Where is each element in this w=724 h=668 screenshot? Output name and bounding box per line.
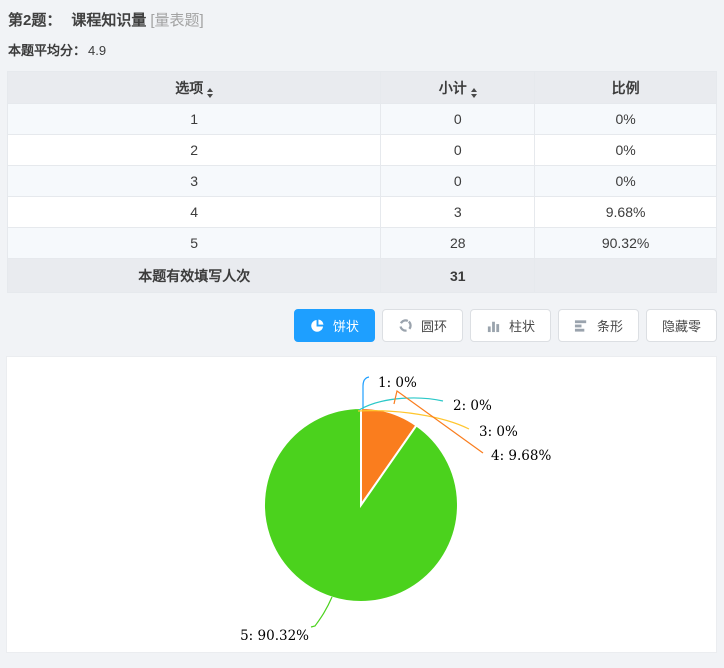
pie-chart: 1: 0% 2: 0% 3: 0% 4: 9.68% 5: 90.32% xyxy=(240,375,551,644)
footer-total: 31 xyxy=(380,258,536,293)
pie-slice-5[interactable] xyxy=(263,406,459,603)
label-line-4 xyxy=(393,389,484,454)
bar-chart-button[interactable]: 条形 xyxy=(557,309,639,342)
cell-count: 0 xyxy=(380,103,536,135)
cell-option: 1 xyxy=(6,103,382,135)
results-table: 选项 小计 比例 1 0 0% 2 0 0% 3 0 0% 4 3 xyxy=(6,71,717,293)
header-option-label: 选项 xyxy=(175,79,204,96)
table-footer-row: 本题有效填写人次 31 xyxy=(6,258,717,293)
cell-count: 3 xyxy=(380,196,536,228)
header-count-label: 小计 xyxy=(438,79,467,96)
hide-zero-button-label: 隐藏零 xyxy=(661,319,701,334)
column-chart-icon xyxy=(486,318,501,333)
chart-type-toolbar: 饼状 圆环 柱状 条形 隐藏零 xyxy=(0,309,724,342)
footer-label: 本题有效填写人次 xyxy=(6,258,382,293)
cell-ratio: 0% xyxy=(534,103,717,135)
sort-icon[interactable] xyxy=(207,87,214,98)
table-row: 1 0 0% xyxy=(6,103,717,135)
table-row: 2 0 0% xyxy=(6,134,717,166)
bar-chart-icon xyxy=(574,318,589,333)
pie-label-3: 3: 0% xyxy=(479,424,518,440)
header-ratio-label: 比例 xyxy=(611,79,640,96)
hide-zero-button[interactable]: 隐藏零 xyxy=(645,309,717,342)
cell-ratio: 9.68% xyxy=(534,196,717,228)
cell-count: 0 xyxy=(380,165,536,197)
table-row: 3 0 0% xyxy=(6,165,717,197)
cell-count: 0 xyxy=(380,134,536,166)
chart-panel: 1: 0% 2: 0% 3: 0% 4: 9.68% 5: 90.32% xyxy=(6,356,717,653)
cell-ratio: 0% xyxy=(534,134,717,166)
pie-chart-button-label: 饼状 xyxy=(332,319,359,334)
table-row: 5 28 90.32% xyxy=(6,227,717,259)
pie-chart-icon xyxy=(310,318,325,333)
donut-chart-button-label: 圆环 xyxy=(420,319,447,334)
donut-chart-button[interactable]: 圆环 xyxy=(381,309,463,342)
table-header-row: 选项 小计 比例 xyxy=(6,71,717,104)
label-line-3 xyxy=(357,410,470,430)
question-header: 第2题： 课程知识量 [量表题] xyxy=(0,0,724,31)
average-score-row: 本题平均分： 4.9 xyxy=(0,31,724,59)
average-score-value: 4.9 xyxy=(88,43,107,58)
cell-option: 5 xyxy=(6,227,382,259)
question-number: 第2题： xyxy=(8,12,62,29)
header-option[interactable]: 选项 xyxy=(6,71,382,104)
pie-label-4: 4: 9.68% xyxy=(491,448,551,464)
cell-count: 28 xyxy=(380,227,536,259)
label-line-5 xyxy=(310,596,333,628)
pie-label-2: 2: 0% xyxy=(453,398,492,414)
bar-chart-button-label: 条形 xyxy=(596,319,623,334)
header-count[interactable]: 小计 xyxy=(380,71,536,104)
pie-chart-button[interactable]: 饼状 xyxy=(293,309,375,342)
cell-ratio: 0% xyxy=(534,165,717,197)
pie-label-5: 5: 90.32% xyxy=(240,628,309,644)
table-row: 4 3 9.68% xyxy=(6,196,717,228)
cell-option: 2 xyxy=(6,134,382,166)
cell-option: 3 xyxy=(6,165,382,197)
label-line-2 xyxy=(358,397,444,411)
column-chart-button-label: 柱状 xyxy=(508,319,535,334)
label-line-1 xyxy=(362,376,370,409)
sort-icon[interactable] xyxy=(470,87,477,98)
pie-slices-group xyxy=(263,406,459,603)
footer-ratio xyxy=(534,258,717,293)
average-score-label: 本题平均分： xyxy=(8,43,87,58)
cell-ratio: 90.32% xyxy=(534,227,717,259)
column-chart-button[interactable]: 柱状 xyxy=(469,309,551,342)
question-title: 课程知识量 xyxy=(71,12,147,29)
cell-option: 4 xyxy=(6,196,382,228)
pie-label-1: 1: 0% xyxy=(378,375,417,391)
header-ratio: 比例 xyxy=(534,71,717,104)
donut-chart-icon xyxy=(398,318,413,333)
question-type-tag: [量表题] xyxy=(150,12,204,29)
